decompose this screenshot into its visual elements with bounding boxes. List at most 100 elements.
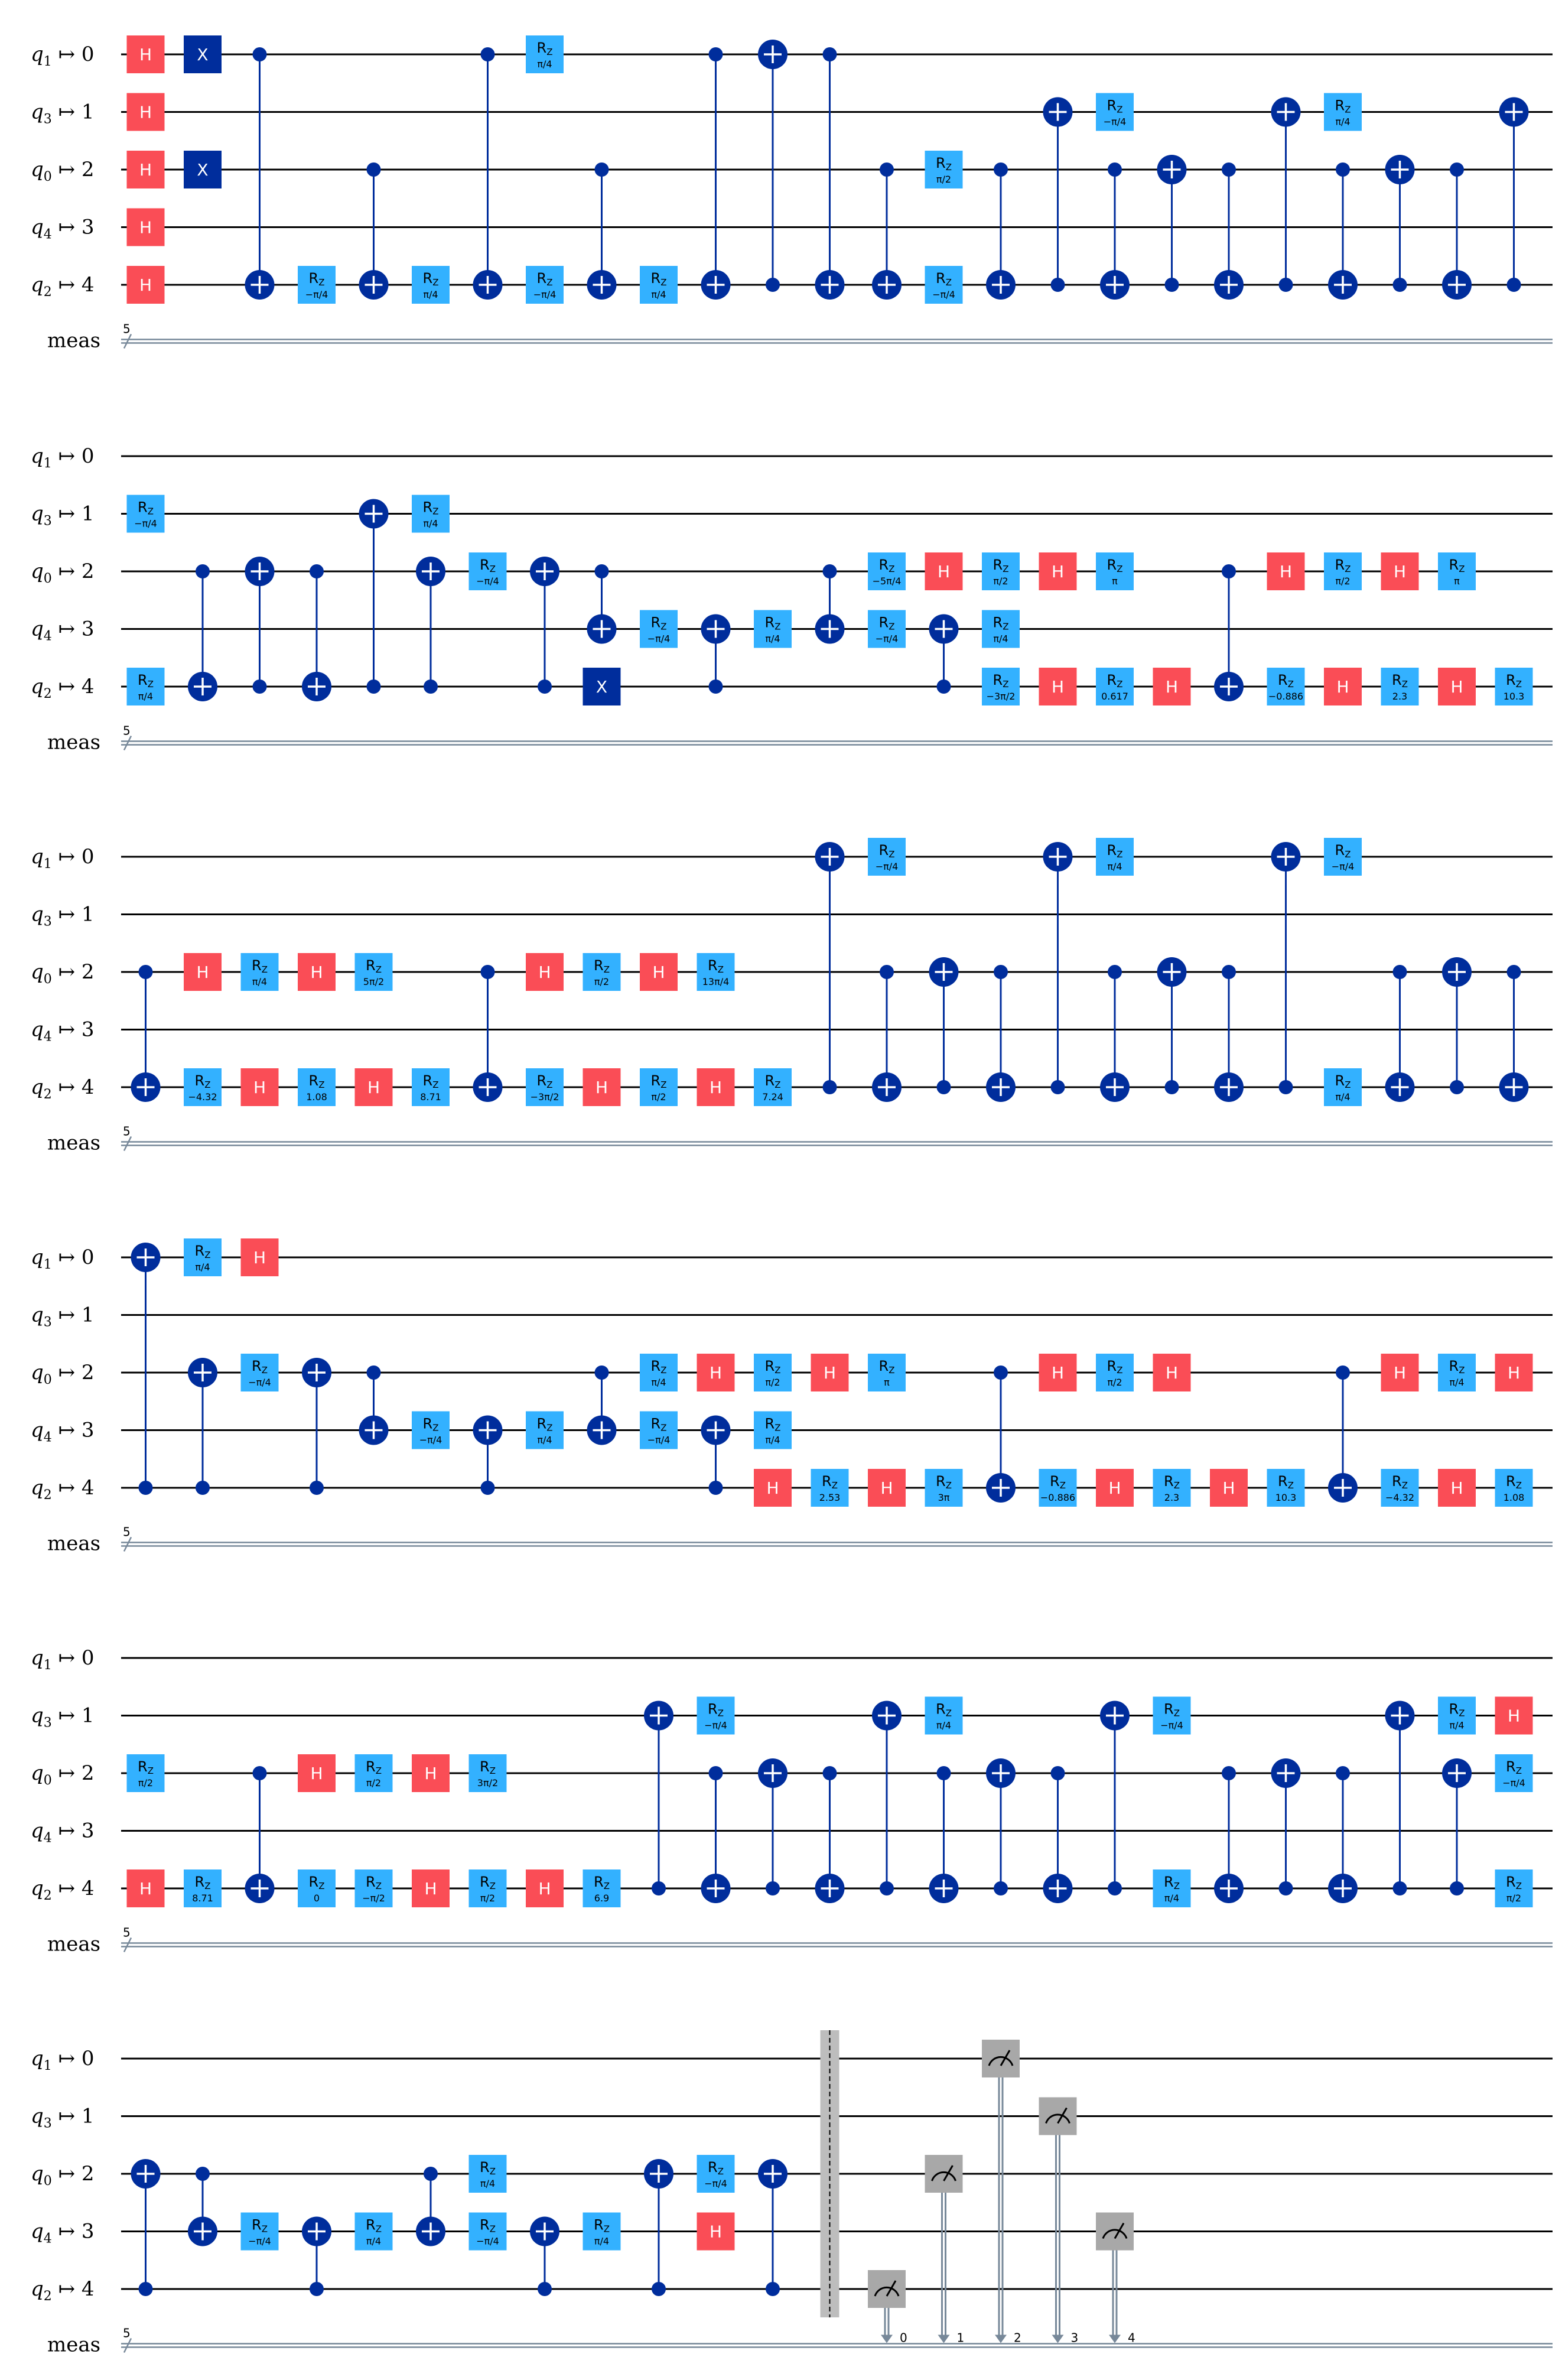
gate-box: [583, 668, 621, 705]
gate-label: RZ: [993, 614, 1009, 632]
cnot-gate: [1442, 957, 1472, 1094]
measure-gate: 3: [1039, 2097, 1078, 2345]
gate-parameter: −4.32: [1385, 1492, 1414, 1503]
gate-label: RZ: [993, 557, 1009, 574]
gate-label: H: [1222, 1478, 1235, 1498]
gate-label: H: [1108, 1478, 1121, 1498]
hadamard-gate: H: [1438, 668, 1476, 705]
gate-label: H: [1508, 1706, 1520, 1726]
cnot-gate: [986, 1365, 1016, 1503]
control-dot: [822, 47, 837, 61]
control-dot: [1336, 1365, 1350, 1380]
gate-box: [126, 266, 165, 304]
bundle-width: 5: [123, 1926, 131, 1940]
gate-label: RZ: [252, 2217, 268, 2235]
qubit-label: q1 ↦ 0: [31, 43, 95, 69]
control-dot: [1222, 564, 1236, 578]
gate-label: RZ: [423, 1072, 439, 1090]
hadamard-gate: H: [354, 1068, 393, 1106]
qubit-label: q4 ↦ 3: [31, 1819, 95, 1846]
gate-label: RZ: [1506, 1874, 1522, 1891]
gate-box: [640, 1354, 678, 1391]
gate-parameter: π/4: [936, 1720, 951, 1731]
control-dot: [594, 1365, 609, 1380]
cnot-gate: [872, 965, 902, 1102]
rz-gate: RZπ/2: [1495, 1869, 1533, 1907]
gate-parameter: π/2: [1335, 576, 1350, 587]
rz-gate: RZπ/4: [468, 2155, 507, 2193]
gate-box: [526, 1411, 564, 1449]
gate-parameter: −0.886: [1268, 691, 1303, 702]
gate-label: RZ: [537, 40, 553, 57]
cnot-gate: [1499, 97, 1529, 292]
cnot-gate: [587, 1365, 617, 1445]
rz-gate: RZπ/4: [1324, 1068, 1362, 1106]
cnot-gate: [302, 564, 331, 701]
gate-box: [811, 1469, 849, 1507]
hadamard-gate: H: [1039, 552, 1077, 590]
cnot-gate: [815, 47, 845, 300]
rz-gate: RZπ/4: [640, 1354, 678, 1391]
rz-gate: RZ−π/4: [412, 1411, 450, 1449]
hadamard-gate: H: [240, 1068, 279, 1106]
gate-label: RZ: [366, 957, 382, 975]
measure-gate: 2: [982, 2040, 1021, 2345]
gate-label: H: [1450, 677, 1463, 697]
gate-box: [1381, 668, 1419, 705]
rz-gate: RZ2.3: [1153, 1469, 1191, 1507]
control-dot: [880, 1881, 894, 1895]
qubit-label: q1 ↦ 0: [31, 1246, 95, 1272]
cnot-gate: [1043, 842, 1073, 1094]
rz-gate: RZπ/4: [1153, 1869, 1191, 1907]
rz-gate: RZ1.08: [298, 1068, 336, 1106]
gate-parameter: −π/4: [647, 1435, 671, 1446]
rz-gate: RZπ/4: [1324, 93, 1362, 131]
gate-box: [1381, 1354, 1419, 1391]
cnot-gate: [986, 162, 1016, 300]
gate-label: RZ: [1392, 672, 1408, 690]
cnot-gate: [416, 2167, 445, 2246]
gate-box: [1495, 1354, 1533, 1391]
meter-icon: [1045, 2114, 1070, 2124]
hadamard-gate: H: [298, 953, 336, 991]
gate-label: RZ: [537, 1072, 553, 1090]
control-dot: [1050, 1766, 1065, 1780]
gate-box: [1438, 552, 1476, 590]
gate-box: [1324, 1068, 1362, 1106]
gate-label: RZ: [195, 1874, 211, 1891]
control-dot: [594, 162, 609, 177]
qubit-label: q2 ↦ 4: [31, 273, 95, 300]
control-dot: [196, 2167, 210, 2181]
measure-arrow: [995, 2335, 1007, 2343]
gate-box: [526, 953, 564, 991]
gate-parameter: 8.71: [420, 1091, 441, 1103]
cnot-gate: [1100, 162, 1130, 300]
gate-parameter: π: [1454, 576, 1460, 587]
rz-gate: RZ−π/4: [1153, 1696, 1191, 1735]
gate-parameter: 7.24: [762, 1091, 783, 1103]
gate-label: H: [196, 963, 209, 982]
cnot-gate: [131, 965, 161, 1102]
rz-gate: RZπ/2: [1096, 1354, 1134, 1391]
rz-gate: RZπ/2: [925, 151, 963, 188]
hadamard-gate: H: [1039, 1354, 1077, 1391]
cnot-gate: [359, 162, 389, 300]
gate-parameter: π/2: [594, 976, 609, 987]
gate-box: [1153, 1869, 1191, 1907]
cnot-gate: [701, 1766, 731, 1903]
gate-label: RZ: [537, 1416, 553, 1433]
meter-icon: [931, 2171, 956, 2181]
gate-parameter: π/4: [195, 1261, 210, 1273]
gate-box: [126, 668, 165, 705]
bundle-slash: [123, 2337, 132, 2353]
cnot-gate: [929, 614, 959, 694]
gate-box: [1039, 552, 1077, 590]
rz-gate: RZ−π/4: [1096, 93, 1134, 131]
rz-gate: RZπ/4: [583, 2212, 621, 2251]
control-dot: [252, 679, 267, 694]
hadamard-gate: H: [754, 1469, 792, 1507]
bundle-slash: [123, 1136, 132, 1152]
classical-register-label: meas: [47, 329, 100, 353]
measure-gate: 0: [868, 2270, 907, 2345]
gate-label: RZ: [765, 1072, 781, 1090]
